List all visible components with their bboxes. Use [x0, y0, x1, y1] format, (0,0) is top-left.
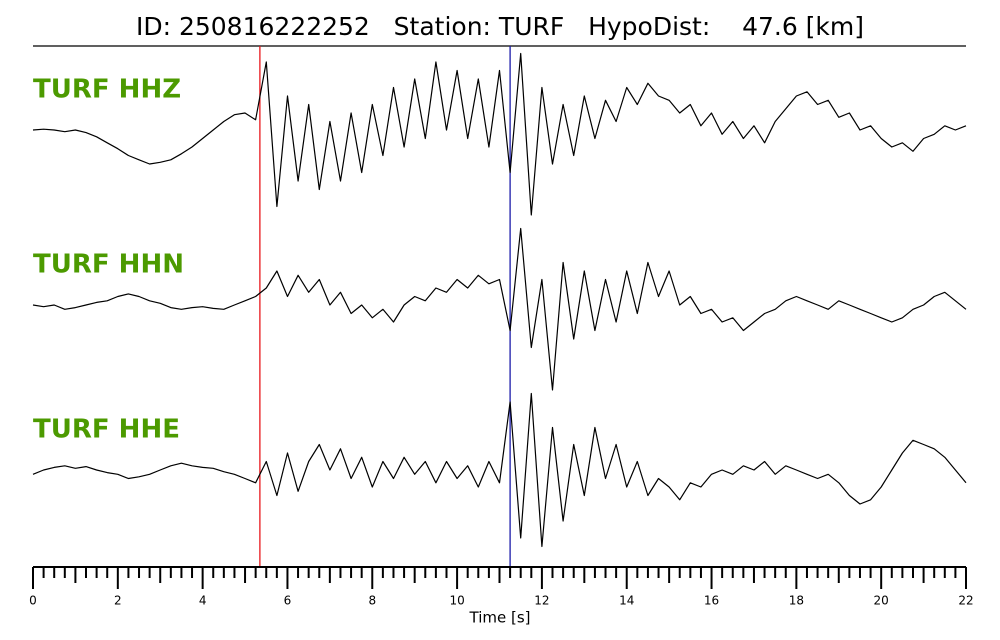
x-tick-label: 14 — [619, 594, 634, 608]
channel-label: TURF HHE — [33, 415, 180, 445]
x-tick-label: 10 — [449, 594, 464, 608]
x-tick-label: 22 — [958, 594, 973, 608]
x-tick-label: 18 — [789, 594, 804, 608]
x-tick-label: 16 — [704, 594, 719, 608]
x-tick-label: 2 — [114, 594, 122, 608]
trace — [32, 392, 967, 548]
channel-label: TURF HHZ — [33, 75, 181, 105]
x-tick-label: 8 — [368, 594, 376, 608]
x-tick-label: 12 — [534, 594, 549, 608]
trace — [32, 227, 967, 391]
x-tick-label: 4 — [199, 594, 207, 608]
channel-label: TURF HHN — [33, 250, 184, 280]
x-tick-label: 0 — [29, 594, 37, 608]
x-axis-label: Time [s] — [469, 609, 531, 627]
x-tick-label: 20 — [874, 594, 889, 608]
trace — [32, 52, 967, 216]
chart-title: ID: 250816222252 Station: TURF HypoDist:… — [136, 12, 864, 41]
x-tick-label: 6 — [284, 594, 292, 608]
